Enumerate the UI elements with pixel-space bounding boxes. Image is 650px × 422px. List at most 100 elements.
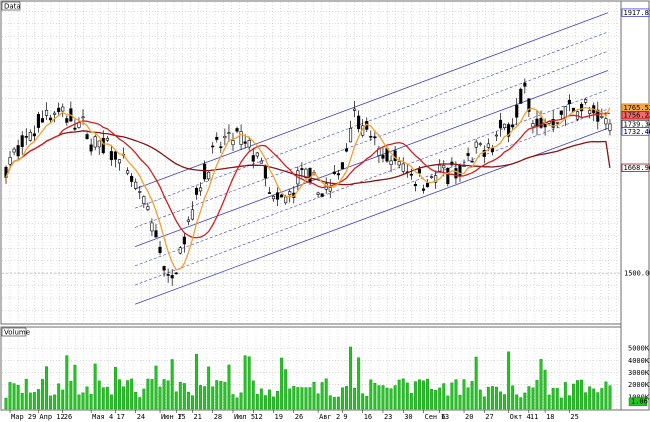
candle-body [215, 136, 219, 140]
volume-bar [401, 378, 405, 410]
candle-body [53, 112, 57, 115]
volume-bar [588, 386, 592, 410]
volume-bar [397, 379, 401, 410]
price-badge-text: 1765.52 [624, 104, 650, 112]
candle-body [194, 187, 199, 195]
candle-body [348, 128, 353, 143]
volume-bar [190, 395, 194, 410]
volume-bar [417, 379, 421, 410]
candle-body [559, 110, 563, 115]
candle-body [425, 182, 430, 188]
volume-bar [572, 383, 575, 410]
candle-body [580, 103, 584, 112]
moving-averages [5, 106, 611, 271]
moving-average-line [5, 106, 611, 271]
volume-bar [393, 385, 397, 410]
volume-bar [162, 379, 166, 410]
volume-bar [142, 388, 146, 410]
volume-bar [446, 395, 450, 410]
volume-bar [543, 369, 547, 410]
volume-bar [24, 379, 28, 410]
candle-body [442, 165, 446, 169]
candle-body [182, 236, 186, 245]
volume-bar [235, 397, 239, 410]
volume-bar [555, 388, 559, 410]
volume-bar [462, 379, 466, 410]
volume-bar [12, 383, 16, 410]
volume-bar [466, 387, 470, 410]
volume-bar [523, 392, 527, 410]
volume-bar [199, 385, 203, 410]
volume-bar [284, 369, 288, 410]
volume-bar [276, 391, 280, 410]
x-tick-label: Мая 4 [92, 413, 113, 421]
x-tick-label: 13 [441, 413, 449, 421]
volume-pane-title-box [1, 327, 27, 337]
volume-bar [49, 395, 53, 410]
candle-body [105, 138, 109, 141]
candle-body [142, 196, 146, 205]
candle-body [97, 140, 101, 148]
candle-body [486, 143, 490, 148]
price-badge-text: 1668.96 [624, 164, 650, 172]
volume-bar [389, 388, 393, 410]
candle-body [24, 135, 28, 138]
x-tick-label: 20 [465, 413, 473, 421]
volume-bar [316, 393, 320, 410]
volume-bar [28, 392, 32, 410]
volume-bar [73, 364, 77, 410]
volume-bar [324, 378, 328, 410]
volume-bar [515, 394, 519, 410]
candle-body [539, 118, 543, 128]
volume-bar [105, 386, 109, 410]
volume-bar [272, 396, 275, 410]
volume-bar [207, 366, 211, 410]
channel-line [134, 12, 609, 190]
candle-body [417, 168, 421, 174]
volume-bar [32, 392, 36, 410]
candle-body [223, 135, 227, 139]
candle-body [531, 123, 535, 128]
candle-body [596, 109, 600, 122]
candle-body [320, 193, 324, 197]
candle-body [73, 127, 77, 130]
volume-bar [158, 386, 162, 410]
volume-bar [539, 359, 543, 410]
candle-body [584, 99, 588, 103]
x-tick-label: Июн 7 [161, 413, 182, 421]
candle-body [563, 106, 567, 119]
x-tick-label: 30 [404, 413, 412, 421]
price-badge-text: 1756.22 [624, 112, 650, 120]
candle-body [434, 175, 438, 183]
volume-bar [251, 380, 255, 410]
volume-bar [409, 393, 413, 410]
candle-body [227, 132, 231, 134]
candle-body [344, 148, 349, 152]
volume-bar [53, 394, 57, 410]
price-badge-text: 1739.34 [624, 120, 650, 128]
x-tick-label: 24 [137, 413, 145, 421]
volume-bar [154, 365, 158, 410]
volume-bar [381, 385, 385, 410]
candle-body [466, 153, 470, 156]
volume-bar [36, 389, 40, 410]
volume-bar [377, 385, 381, 410]
volume-bar [458, 394, 462, 410]
candle-body [454, 168, 458, 179]
price-badge [621, 163, 650, 172]
volume-bar [247, 356, 251, 410]
candle-body [61, 106, 65, 112]
candle-body [101, 137, 105, 154]
volume-bar [16, 385, 20, 410]
volume-bar [97, 380, 101, 410]
volume-tick-label: 5000K [628, 345, 650, 353]
channel-line-dashed [134, 50, 609, 228]
candle-body [211, 145, 215, 148]
volume-bar [531, 387, 535, 410]
volume-bar [559, 397, 563, 410]
volume-bar [268, 389, 271, 410]
candle-body [446, 167, 450, 185]
candle-body [474, 141, 478, 148]
volume-bar [365, 396, 369, 410]
volume-bar [231, 394, 235, 410]
